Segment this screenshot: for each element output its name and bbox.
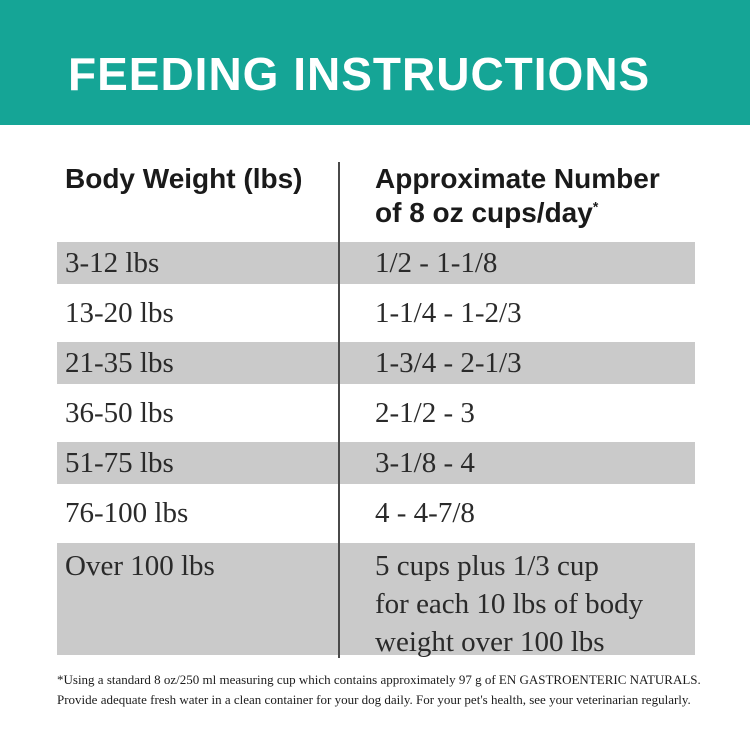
- page-title: FEEDING INSTRUCTIONS: [68, 47, 651, 100]
- cups-cell-line: 5 cups plus 1/3 cup: [375, 550, 599, 582]
- cups-cell-line: for each 10 lbs of body: [375, 588, 644, 620]
- cups-cell-line: weight over 100 lbs: [375, 626, 605, 658]
- table-row: 36-50 lbs 2-1/2 - 3: [57, 388, 695, 438]
- cups-cell: 3-1/8 - 4: [375, 446, 475, 479]
- cups-header-line2: of 8 oz cups/day: [375, 197, 593, 228]
- table-row: 3-12 lbs 1/2 - 1-1/8: [57, 238, 695, 288]
- footnote-line: *Using a standard 8 oz/250 ml measuring …: [57, 672, 701, 687]
- body-weight-cell: Over 100 lbs: [65, 550, 215, 582]
- column-divider-line: [338, 162, 340, 658]
- body-weight-cell: 13-20 lbs: [65, 296, 174, 329]
- table-row: Over 100 lbs 5 cups plus 1/3 cup for eac…: [57, 538, 695, 660]
- footnote: *Using a standard 8 oz/250 ml measuring …: [57, 670, 710, 710]
- feeding-instructions-banner: FEEDING INSTRUCTIONS: [0, 0, 750, 125]
- cups-per-day-column-header: Approximate Number of 8 oz cups/day*: [338, 160, 695, 230]
- table-row: 21-35 lbs 1-3/4 - 2-1/3: [57, 338, 695, 388]
- body-weight-cell: 76-100 lbs: [65, 496, 189, 529]
- table-header-row: Body Weight (lbs) Approximate Number of …: [57, 160, 695, 238]
- cups-cell: 1/2 - 1-1/8: [375, 246, 498, 279]
- footnote-line: Provide adequate fresh water in a clean …: [57, 692, 691, 707]
- cups-cell: 2-1/2 - 3: [375, 396, 475, 429]
- body-weight-cell: 51-75 lbs: [65, 446, 174, 479]
- cups-cell: 4 - 4-7/8: [375, 496, 475, 529]
- cups-header-line1: Approximate Number: [375, 163, 660, 194]
- body-weight-cell: 36-50 lbs: [65, 396, 174, 429]
- body-weight-column-header: Body Weight (lbs): [65, 163, 303, 194]
- table-row: 51-75 lbs 3-1/8 - 4: [57, 438, 695, 488]
- footnote-asterisk: *: [592, 198, 599, 215]
- body-weight-cell: 3-12 lbs: [65, 246, 160, 279]
- cups-cell: 5 cups plus 1/3 cup for each 10 lbs of b…: [338, 543, 695, 661]
- body-weight-cell: 21-35 lbs: [65, 346, 174, 379]
- cups-cell: 1-1/4 - 1-2/3: [375, 296, 522, 329]
- cups-cell: 1-3/4 - 2-1/3: [375, 346, 522, 379]
- table-row: 13-20 lbs 1-1/4 - 1-2/3: [57, 288, 695, 338]
- feeding-table: Body Weight (lbs) Approximate Number of …: [57, 160, 695, 660]
- table-row: 76-100 lbs 4 - 4-7/8: [57, 488, 695, 538]
